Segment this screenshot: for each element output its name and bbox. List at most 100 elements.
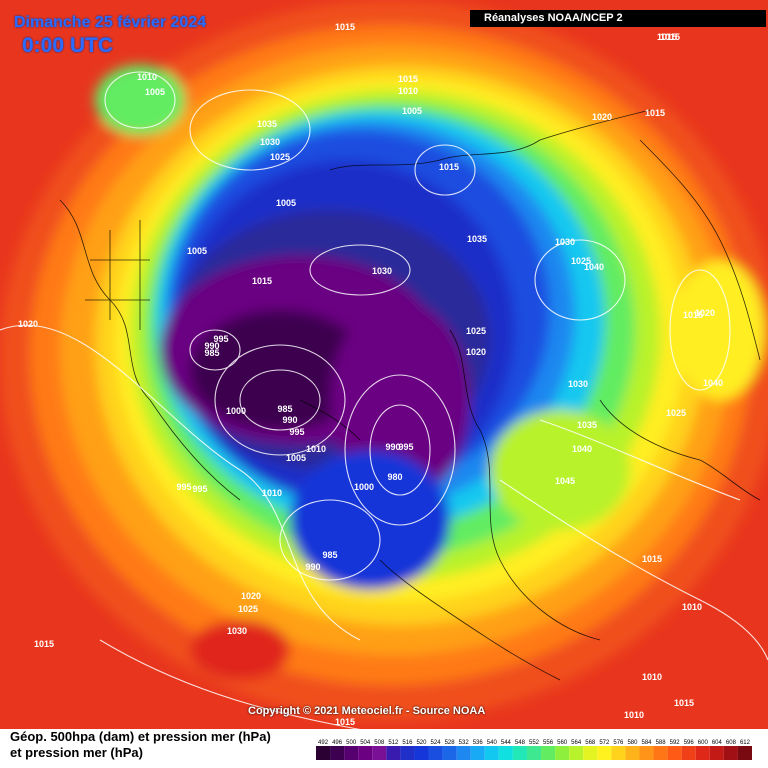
pressure-label: 1015 bbox=[252, 276, 272, 286]
legend-value: 592 bbox=[670, 740, 681, 746]
pressure-label: 1030 bbox=[260, 137, 280, 147]
pressure-label: 1045 bbox=[555, 476, 575, 486]
pressure-label: 1015 bbox=[34, 639, 54, 649]
footer-title-line1: Géop. 500hpa (dam) et pression mer (hPa) bbox=[10, 729, 271, 744]
pressure-label: 995 bbox=[398, 442, 413, 452]
pressure-label: 1000 bbox=[354, 482, 374, 492]
legend-value: 612 bbox=[740, 740, 751, 746]
legend-value: 584 bbox=[642, 740, 653, 746]
legend-swatch bbox=[569, 746, 584, 760]
pressure-label: 1010 bbox=[682, 602, 702, 612]
legend-value: 596 bbox=[684, 740, 695, 746]
pressure-label: 990 bbox=[282, 415, 297, 425]
pressure-label: 1005 bbox=[145, 87, 165, 97]
legend-swatch bbox=[400, 746, 415, 760]
pressure-label: 1015 bbox=[674, 698, 694, 708]
pressure-label: 1010 bbox=[398, 86, 418, 96]
legend-value: 556 bbox=[543, 740, 554, 746]
pressure-label: 1015 bbox=[398, 74, 418, 84]
pressure-label: 1035 bbox=[577, 420, 597, 430]
legend-value: 504 bbox=[360, 740, 371, 746]
legend-swatch bbox=[611, 746, 626, 760]
pressure-label: 985 bbox=[322, 550, 337, 560]
pressure-label: 1025 bbox=[238, 604, 258, 614]
legend-value: 524 bbox=[431, 740, 442, 746]
legend-value: 548 bbox=[515, 740, 526, 746]
legend-swatch bbox=[555, 746, 570, 760]
pressure-label: 1030 bbox=[372, 266, 392, 276]
pressure-label: 1000 bbox=[226, 406, 246, 416]
pressure-label: 1015 bbox=[335, 717, 355, 727]
legend-swatch bbox=[484, 746, 499, 760]
legend-value: 576 bbox=[613, 740, 624, 746]
map-time: 0:00 UTC bbox=[22, 34, 114, 57]
pressure-label: 1005 bbox=[187, 246, 207, 256]
pressure-label: 990 bbox=[305, 562, 320, 572]
legend-swatch bbox=[330, 746, 345, 760]
map-date: Dimanche 25 février 2024 bbox=[14, 14, 207, 31]
pressure-label: 1040 bbox=[572, 444, 592, 454]
legend-value: 508 bbox=[374, 740, 385, 746]
legend-swatch bbox=[372, 746, 387, 760]
legend-swatch bbox=[541, 746, 556, 760]
pressure-label: 1020 bbox=[695, 308, 715, 318]
legend-value: 608 bbox=[726, 740, 737, 746]
legend-value: 568 bbox=[585, 740, 596, 746]
legend-swatch bbox=[583, 746, 598, 760]
pressure-label: 1020 bbox=[241, 591, 261, 601]
pressure-label: 1040 bbox=[584, 262, 604, 272]
legend-swatch bbox=[597, 746, 612, 760]
legend-value: 500 bbox=[346, 740, 357, 746]
legend-swatch bbox=[667, 746, 682, 760]
pressure-label: 1025 bbox=[270, 152, 290, 162]
pressure-label: 1010 bbox=[306, 444, 326, 454]
legend-value: 516 bbox=[402, 740, 413, 746]
pressure-label: 995 bbox=[176, 482, 191, 492]
legend-value: 540 bbox=[487, 740, 498, 746]
footer-title-line2: et pression mer (hPa) bbox=[10, 745, 143, 760]
legend-value: 552 bbox=[529, 740, 540, 746]
legend-value: 604 bbox=[712, 740, 723, 746]
source-banner: Réanalyses NOAA/NCEP 2 bbox=[470, 10, 766, 27]
legend-value: 560 bbox=[557, 740, 568, 746]
pressure-label: 1015 bbox=[683, 310, 703, 320]
pressure-label: 1010 bbox=[262, 488, 282, 498]
legend-swatch bbox=[442, 746, 457, 760]
pressure-label: 1025 bbox=[466, 326, 486, 336]
isobars bbox=[0, 71, 768, 741]
pressure-labels: 1015 1010 1005 1035 1030 1025 1015 1010 1005 1015… bbox=[18, 22, 723, 727]
coastlines bbox=[59, 109, 761, 681]
legend-value: 496 bbox=[332, 740, 343, 746]
geopotential-field bbox=[0, 0, 768, 720]
pressure-label: 1015 bbox=[657, 32, 677, 42]
pressure-label: 985 bbox=[277, 404, 292, 414]
pressure-label: 980 bbox=[387, 472, 402, 482]
pressure-label: 1020 bbox=[18, 319, 38, 329]
legend-value: 544 bbox=[501, 740, 512, 746]
pressure-label: 1015 bbox=[642, 554, 662, 564]
pressure-label: 995 bbox=[289, 427, 304, 437]
pressure-label: 1010 bbox=[137, 72, 157, 82]
pressure-label: 1020 bbox=[466, 347, 486, 357]
legend-swatch bbox=[358, 746, 373, 760]
pressure-label: 1040 bbox=[703, 378, 723, 388]
legend-swatch bbox=[470, 746, 485, 760]
pressure-label: 985 bbox=[204, 348, 219, 358]
legend-swatch bbox=[625, 746, 640, 760]
pressure-label: 1015 bbox=[439, 162, 459, 172]
color-legend: 492 496 500 504 508 512 516 520 524 528 532 536 540 5… bbox=[316, 740, 752, 760]
legend-swatch bbox=[526, 746, 542, 760]
pressure-label: 1005 bbox=[276, 198, 296, 208]
pressure-label: 1025 bbox=[666, 408, 686, 418]
legend-swatch bbox=[456, 746, 471, 760]
pressure-label: 1015 bbox=[645, 108, 665, 118]
legend-swatch bbox=[723, 746, 738, 760]
legend-value: 588 bbox=[656, 740, 667, 746]
legend-value: 580 bbox=[627, 740, 638, 746]
pressure-label: 1035 bbox=[467, 234, 487, 244]
pressure-label: 1030 bbox=[227, 626, 247, 636]
legend-value: 536 bbox=[473, 740, 484, 746]
pressure-label: 1005 bbox=[402, 106, 422, 116]
legend-swatch bbox=[639, 746, 654, 760]
legend-swatch bbox=[386, 746, 401, 760]
